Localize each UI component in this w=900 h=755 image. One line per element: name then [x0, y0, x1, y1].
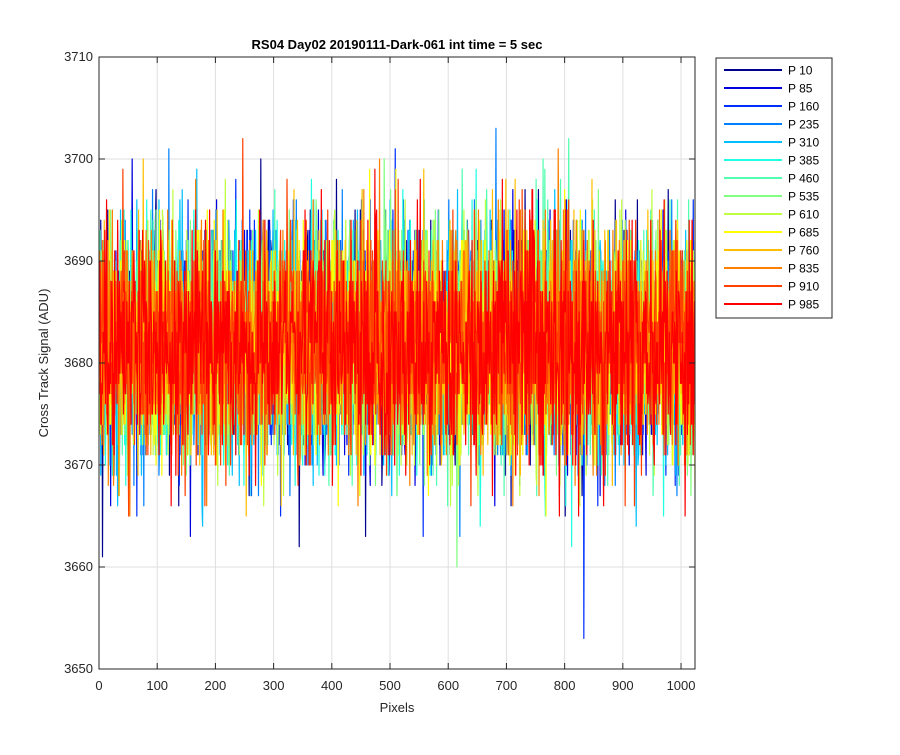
x-axis-label: Pixels: [380, 700, 415, 715]
y-axis-label: Cross Track Signal (ADU): [36, 289, 51, 438]
legend-label: P 10: [788, 64, 813, 78]
legend-label: P 610: [788, 208, 819, 222]
legend-label: P 85: [788, 82, 813, 96]
series-line-p-985: [99, 168, 695, 517]
x-tick-label: 500: [379, 678, 401, 693]
y-axis: 3650 3660 3670 3680 3690 3700 3710: [64, 49, 695, 676]
y-tick-label: 3680: [64, 355, 93, 370]
legend-label: P 835: [788, 262, 819, 276]
legend-label: P 985: [788, 298, 819, 312]
x-tick-label: 800: [554, 678, 576, 693]
y-tick-label: 3670: [64, 457, 93, 472]
legend: P 10 P 85 P 160 P 235 P 310 P 385 P 460 P 535 P …: [715, 57, 833, 319]
y-tick-label: 3650: [64, 661, 93, 676]
x-tick-label: 200: [205, 678, 227, 693]
y-tick-label: 3700: [64, 151, 93, 166]
legend-label: P 910: [788, 280, 819, 294]
x-axis: 0 100 200 300 400 500 600 700 800 900 1000: [95, 57, 695, 693]
chart-title: RS04 Day02 20190111-Dark-061 int time = …: [252, 37, 543, 52]
x-tick-label: 300: [263, 678, 285, 693]
legend-label: P 160: [788, 100, 819, 114]
series-layer: [99, 127, 695, 639]
y-tick-label: 3710: [64, 49, 93, 64]
legend-label: P 460: [788, 172, 819, 186]
legend-label: P 385: [788, 154, 819, 168]
legend-box: [715, 57, 833, 319]
legend-label: P 535: [788, 190, 819, 204]
x-tick-label: 400: [321, 678, 343, 693]
legend-label: P 760: [788, 244, 819, 258]
x-tick-label: 700: [496, 678, 518, 693]
legend-label: P 310: [788, 136, 819, 150]
x-tick-label: 1000: [667, 678, 696, 693]
y-tick-label: 3690: [64, 253, 93, 268]
y-tick-label: 3660: [64, 559, 93, 574]
legend-label: P 685: [788, 226, 819, 240]
x-tick-label: 100: [146, 678, 168, 693]
x-tick-label: 900: [612, 678, 634, 693]
x-tick-label: 600: [437, 678, 459, 693]
x-tick-label: 0: [95, 678, 102, 693]
legend-label: P 235: [788, 118, 819, 132]
